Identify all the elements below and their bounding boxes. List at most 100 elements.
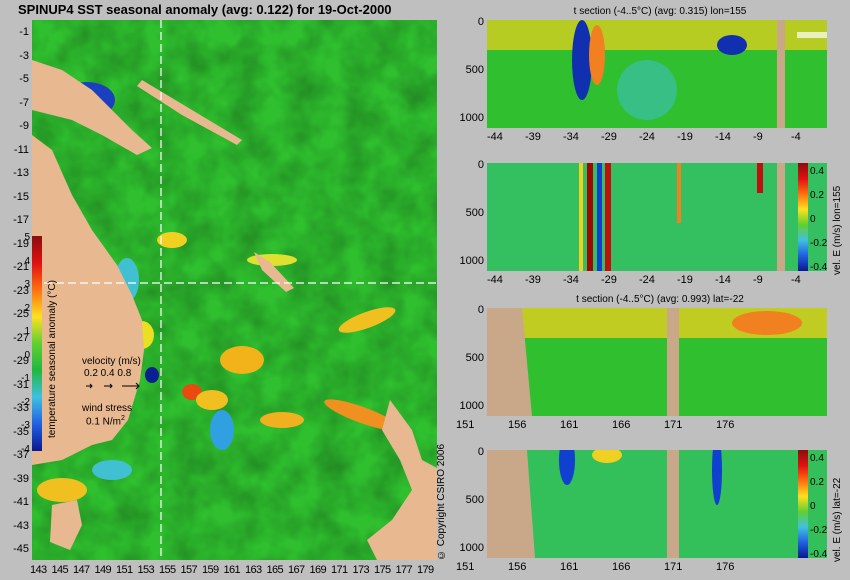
velocity-label: velocity (m/s) [82,356,141,367]
velocity-arrows-icon [86,382,140,390]
section-colorbar [798,163,808,271]
wind-stress-label: wind stress [82,403,133,414]
lon-tick-label: 175 [374,564,391,576]
x-tick-label: -14 [715,274,731,286]
lat-tick-label: -43 [13,519,29,532]
colorbar-tick-label: 4 [24,255,30,267]
lon-tick-label: 177 [395,564,413,576]
lon-tick-label: 173 [352,564,370,576]
map-colorbar [32,236,42,451]
y-tick-label: 500 [465,352,484,364]
x-tick-label: -9 [753,131,763,143]
lon-tick-label: 157 [180,564,198,576]
x-tick-label: -34 [563,131,579,143]
lat-tick-label: -33 [13,402,29,414]
x-tick-label: 166 [612,419,631,431]
colorbar-tick-label: 3 [24,279,30,290]
colorbar-tick-label: 0.4 [810,453,824,464]
lat-tick-label: -31 [13,378,29,391]
x-tick-label: 151 [456,419,475,431]
lon-tick-label: 171 [331,564,348,576]
x-tick-label: -44 [487,131,503,143]
sst-map [32,20,437,560]
lat-tick-label: -17 [13,214,29,226]
x-tick-label: -19 [677,274,693,286]
colorbar-tick-label: 0.4 [810,166,824,177]
y-tick-label: 0 [477,159,484,171]
x-tick-label: 171 [664,561,683,573]
lon-tick-label: 163 [245,564,262,576]
lat-tick-label: -19 [13,237,29,250]
lat-tick-label: -15 [13,190,29,203]
colorbar-tick-label: 2 [24,302,30,314]
y-tick-label: 1000 [459,112,484,124]
lon-tick-label: 145 [51,564,69,576]
x-tick-label: -24 [639,274,655,286]
x-tick-label: -9 [753,274,763,286]
x-tick-label: -39 [525,274,541,286]
lat-tick-label: -41 [13,496,29,508]
lat-tick-label: -3 [19,49,29,62]
lat-tick-label: -21 [13,261,29,273]
map-colorbar-label: temperature seasonal anomaly (°C) [47,280,58,438]
lon-tick-label: 161 [223,564,241,576]
map-title: SPINUP4 SST seasonal anomaly (avg: 0.122… [18,2,392,17]
y-tick-label: 500 [465,207,484,219]
lat-tick-label: -37 [13,449,29,461]
colorbar-tick-label: 0 [810,501,816,512]
x-tick-label: -29 [601,131,617,143]
lat-tick-label: -9 [19,120,29,132]
lon-tick-label: 149 [94,564,112,576]
y-tick-label: 500 [465,494,484,506]
lat-tick-label: -11 [13,143,29,156]
y-tick-label: 1000 [459,400,484,412]
x-tick-label: 156 [508,561,527,573]
colorbar-tick-label: 0.2 [810,190,824,201]
lon-tick-label: 169 [309,564,327,576]
section-colorbar-label: vel. E (m/s) lon=155 [832,185,843,275]
map-lon-axis: 143 145 147 149 151 153 155 157 159 161 163 165 167 1… [30,564,440,576]
section-heatmap [487,308,827,416]
x-tick-label: 171 [664,419,683,431]
x-tick-label: 161 [560,561,579,573]
colorbar-tick-label: -0.2 [810,238,828,249]
lat-tick-label: -23 [13,284,29,297]
lon-tick-label: 179 [417,564,434,576]
y-tick-label: 0 [477,16,484,28]
y-tick-label: 1000 [459,255,484,267]
lat-tick-label: -1 [19,26,29,38]
lat-tick-label: -25 [13,308,29,320]
lon-tick-label: 153 [137,564,155,576]
velocity-values: 0.2 0.4 0.8 [84,368,132,379]
colorbar-tick-label: -3 [21,420,30,431]
x-tick-label: -39 [525,131,541,143]
lon-tick-label: 143 [30,564,47,576]
x-tick-label: 176 [716,419,735,431]
lat-tick-label: -13 [13,167,29,179]
y-tick-label: 0 [477,446,484,458]
section-heatmap [487,450,827,558]
section-colorbar-label: vel. E (m/s) lat=-22 [832,477,843,562]
x-tick-label: 176 [716,561,735,573]
x-tick-label: -44 [487,274,503,286]
colorbar-tick-label: -0.4 [810,549,828,560]
lat-tick-label: -29 [13,355,29,367]
x-tick-label: -29 [601,274,617,286]
lat-tick-label: -7 [19,96,29,109]
y-tick-label: 500 [465,64,484,76]
lat-tick-label: -39 [13,472,29,485]
colorbar-tick-label: -4 [21,443,30,455]
x-tick-label: -34 [563,274,579,286]
lat-tick-label: -27 [13,331,29,344]
x-tick-label: 166 [612,561,631,573]
colorbar-tick-label: -1 [21,373,30,384]
x-tick-label: -24 [639,131,655,143]
colorbar-tick-label: 1 [24,326,30,337]
lon-tick-label: 165 [266,564,284,576]
lon-tick-label: 167 [288,564,305,576]
lat-tick-label: -35 [13,425,29,438]
section-heatmap [487,163,827,271]
x-tick-label: 161 [560,419,579,431]
colorbar-tick-label: 0.2 [810,477,824,488]
y-tick-label: 1000 [459,542,484,554]
